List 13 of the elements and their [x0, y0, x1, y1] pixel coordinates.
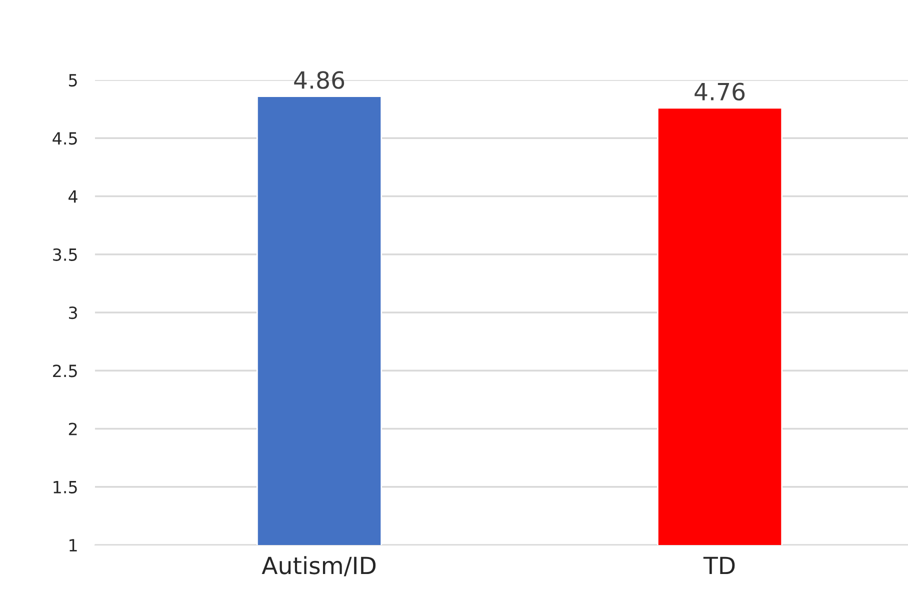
y-tick-label: 3.5 [53, 248, 77, 261]
y-tick-label: 4 [68, 190, 78, 203]
y-tick-label: 4.5 [52, 132, 77, 145]
y-tick-label: 1.5 [54, 481, 77, 494]
x-tick-label: TD [703, 556, 735, 574]
y-tick-label: 3 [69, 306, 77, 320]
data-label: 4.76 [694, 82, 745, 101]
y-tick-label: 2.5 [53, 364, 77, 378]
y-tick-label: 2 [68, 422, 77, 436]
x-tick-label: Autism/ID [262, 556, 376, 576]
y-tick-label: 1 [70, 539, 77, 552]
data-label: 4.86 [294, 71, 344, 89]
y-tick-label: 5 [69, 74, 77, 87]
